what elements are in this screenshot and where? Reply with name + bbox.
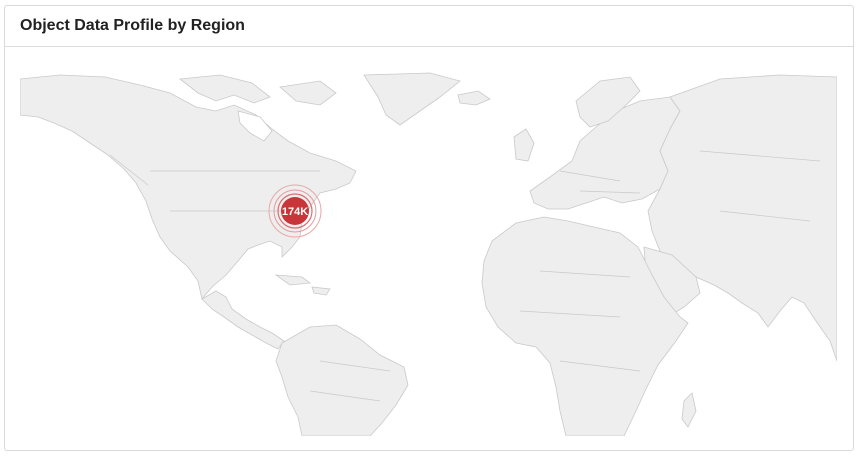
marker-circle — [281, 197, 309, 225]
panel-title: Object Data Profile by Region — [20, 17, 245, 34]
marker-pulse-ring-outer — [268, 184, 322, 238]
marker-pulse-ring-middle — [273, 189, 317, 233]
country-borders — [109, 150, 821, 402]
caribbean-islands — [274, 274, 331, 296]
scandinavia-landmass — [575, 76, 641, 128]
canadian-arctic-islands — [178, 74, 337, 106]
british-isles — [513, 128, 535, 162]
greenland-landmass — [363, 72, 461, 126]
madagascar-island — [681, 392, 697, 428]
hudson-bay-region — [237, 110, 273, 142]
iceland-island — [457, 90, 491, 106]
world-map-svg: 174K — [20, 72, 837, 436]
central-america-landmass — [201, 290, 285, 350]
marker-label: 174K — [282, 206, 308, 218]
africa-landmass — [481, 216, 689, 436]
asia-landmass — [647, 74, 837, 362]
data-marker[interactable]: 174K — [268, 184, 322, 238]
region-map-panel: Object Data Profile by Region — [4, 5, 854, 451]
panel-header: Object Data Profile by Region — [5, 6, 853, 47]
world-map[interactable]: 174K — [20, 71, 837, 436]
marker-pulse-ring-inner — [277, 193, 313, 229]
south-america-landmass — [275, 324, 409, 436]
